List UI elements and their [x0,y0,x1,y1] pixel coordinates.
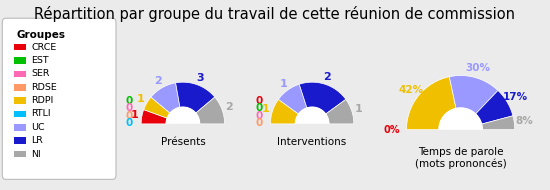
Text: 42%: 42% [398,85,424,94]
FancyBboxPatch shape [2,18,116,179]
Bar [14,151,26,158]
Polygon shape [196,97,224,124]
Text: Groupes: Groupes [16,30,65,40]
Polygon shape [271,99,299,124]
Bar [14,44,26,51]
Text: 0%: 0% [383,125,400,135]
Text: UC: UC [31,123,45,132]
Polygon shape [439,108,482,130]
Text: 0: 0 [255,111,262,120]
Text: 0: 0 [126,103,133,113]
Text: 1: 1 [136,94,144,104]
Text: Répartition par groupe du travail de cette réunion de commission: Répartition par groupe du travail de cet… [35,6,515,22]
Text: 0: 0 [255,103,262,113]
Polygon shape [295,107,329,124]
Text: 30%: 30% [465,63,491,73]
Text: 1: 1 [130,110,138,120]
Text: 3: 3 [196,73,204,83]
Text: 1: 1 [261,104,269,114]
Text: 8%: 8% [515,116,533,126]
Text: 2: 2 [323,72,331,82]
Polygon shape [141,110,167,124]
Text: 17%: 17% [503,92,528,102]
Text: 0: 0 [126,118,133,128]
Polygon shape [406,77,456,130]
Text: RDSE: RDSE [31,83,57,92]
Polygon shape [175,82,215,113]
Polygon shape [449,76,498,114]
Text: 2: 2 [226,102,233,112]
Text: EST: EST [31,56,49,65]
Bar [14,124,26,131]
Text: SER: SER [31,69,50,78]
Text: 2: 2 [155,76,162,86]
Bar [14,57,26,64]
Polygon shape [476,90,513,124]
Bar [14,111,26,117]
Text: 0: 0 [126,111,133,120]
Text: 0: 0 [255,118,262,128]
Bar [14,70,26,77]
Text: LR: LR [31,136,43,145]
Polygon shape [144,97,170,118]
Text: Présents: Présents [161,137,205,147]
Text: Temps de parole
(mots prononcés): Temps de parole (mots prononcés) [415,147,507,169]
Polygon shape [166,107,200,124]
Polygon shape [482,116,515,130]
Polygon shape [326,99,354,124]
Text: 1: 1 [279,79,287,89]
Text: RTLI: RTLI [31,109,51,119]
Text: 1: 1 [355,104,363,114]
Polygon shape [151,83,180,113]
Bar [14,137,26,144]
Polygon shape [299,82,346,114]
Text: RDPI: RDPI [31,96,53,105]
Bar [14,97,26,104]
Text: CRCE: CRCE [31,43,57,52]
Bar [14,84,26,91]
Text: Interventions: Interventions [278,137,346,147]
Text: NI: NI [31,150,41,159]
Polygon shape [278,84,307,114]
Text: 0: 0 [255,96,262,106]
Text: 0: 0 [126,96,133,106]
